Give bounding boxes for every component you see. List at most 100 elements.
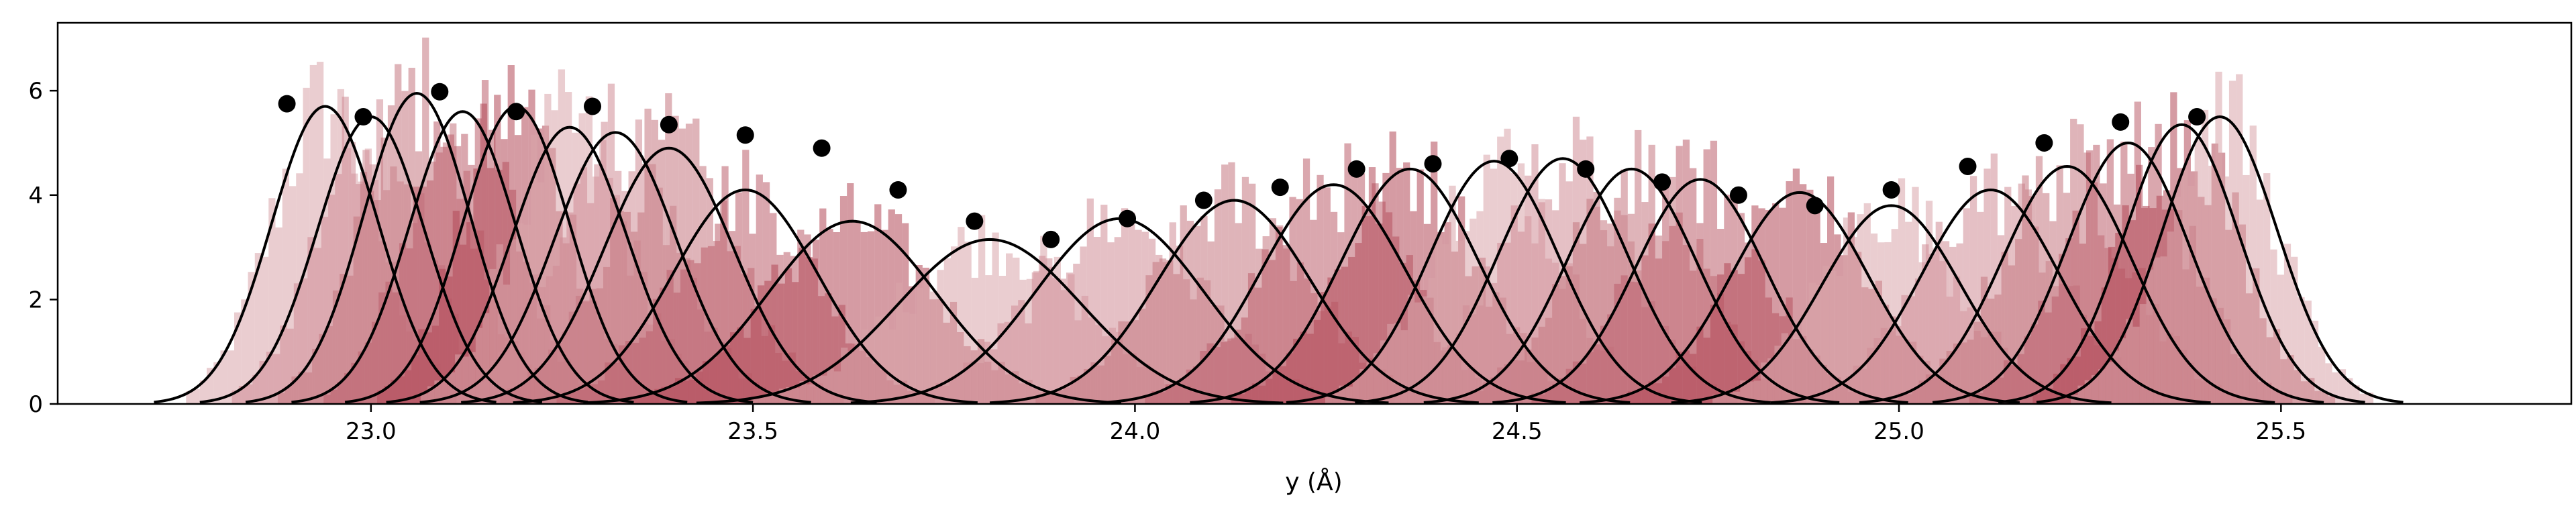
histogram-bar bbox=[462, 356, 469, 404]
histogram-bar bbox=[1403, 162, 1410, 404]
histogram-bar bbox=[1949, 246, 1957, 404]
histogram-bar bbox=[1431, 141, 1438, 404]
data-point bbox=[966, 212, 984, 230]
histogram-bar bbox=[532, 274, 539, 404]
histogram-bar bbox=[1580, 244, 1587, 404]
histogram-bar bbox=[2094, 321, 2102, 404]
histogram-bar bbox=[307, 237, 315, 404]
histogram-bar bbox=[2243, 174, 2250, 404]
histogram-bar bbox=[970, 361, 977, 404]
histogram-bar bbox=[455, 354, 462, 404]
histogram-bar bbox=[193, 389, 200, 404]
histogram-bar bbox=[2022, 175, 2029, 404]
histogram-bar bbox=[1983, 386, 1990, 404]
histogram-bar bbox=[764, 280, 772, 404]
histogram-bar bbox=[2208, 165, 2216, 404]
histogram-bar bbox=[1946, 350, 1953, 404]
scatter-points-layer bbox=[278, 83, 2206, 248]
histogram-bar bbox=[841, 348, 848, 404]
histogram-bar bbox=[2067, 358, 2074, 404]
histogram-bar bbox=[1345, 387, 1353, 404]
histogram-bar bbox=[301, 278, 308, 404]
histogram-bar bbox=[812, 240, 820, 404]
histogram-bar bbox=[2256, 199, 2264, 404]
histogram-bar bbox=[1905, 394, 1912, 404]
histogram-bar bbox=[826, 229, 833, 404]
histogram-bar bbox=[466, 222, 474, 404]
histogram-bar bbox=[1470, 390, 1477, 404]
histogram-bar bbox=[1843, 217, 1851, 404]
y-axis: 0 2 4 6 bbox=[28, 78, 58, 418]
histogram-bar bbox=[427, 386, 435, 404]
histogram-bar bbox=[2051, 296, 2059, 404]
histogram-bar bbox=[964, 242, 972, 404]
histogram-bar bbox=[413, 187, 420, 404]
histogram-bar bbox=[511, 343, 519, 404]
histogram-bar bbox=[1525, 175, 1532, 404]
histogram-bar bbox=[1635, 130, 1642, 404]
histogram-bar bbox=[1192, 366, 1200, 404]
histogram-bar bbox=[1421, 296, 1429, 404]
histogram-bar bbox=[1476, 305, 1484, 404]
histogram-bar bbox=[353, 216, 360, 404]
histogram-bar bbox=[1476, 391, 1484, 404]
histogram-bar bbox=[778, 283, 785, 404]
histogram-bar bbox=[1980, 276, 1988, 404]
histogram-bar bbox=[660, 287, 667, 404]
histogram-bar bbox=[1565, 266, 1573, 404]
histogram-bar bbox=[1925, 374, 1933, 404]
histogram-bar bbox=[2311, 320, 2319, 404]
histogram-bar bbox=[1994, 294, 2002, 404]
histogram-bar bbox=[1245, 389, 1252, 404]
gaussian-fit-line bbox=[1286, 160, 1702, 404]
histogram-bar bbox=[1334, 269, 1341, 404]
histogram-bar bbox=[1166, 260, 1174, 404]
x-axis: 23.0 23.5 24.0 24.5 25.0 25.5 bbox=[346, 404, 2306, 445]
histogram-bar bbox=[573, 183, 580, 404]
histogram-bar bbox=[266, 352, 274, 404]
histogram-bar bbox=[560, 237, 567, 404]
data-point bbox=[2112, 113, 2130, 131]
histogram-bar bbox=[2088, 336, 2095, 404]
histogram-bar bbox=[1435, 237, 1443, 404]
histogram-bar bbox=[2079, 244, 2086, 404]
histogram-bar bbox=[2059, 254, 2066, 404]
histogram-bar bbox=[1662, 187, 1669, 404]
histogram-bar bbox=[321, 217, 329, 404]
histogram-bar bbox=[1662, 376, 1669, 404]
histogram-bar bbox=[1073, 263, 1080, 404]
histogram-bar bbox=[692, 118, 700, 404]
histogram-bar bbox=[1241, 317, 1248, 404]
histogram-bar bbox=[2085, 150, 2094, 404]
histogram-bar bbox=[935, 383, 943, 404]
histogram-bar bbox=[1407, 295, 1415, 404]
histogram-bar bbox=[1963, 208, 1970, 404]
histogram-bar bbox=[1829, 270, 1837, 404]
histogram-bar bbox=[1745, 257, 1752, 404]
histogram-bar bbox=[1100, 205, 1108, 404]
histogram-bar bbox=[1049, 391, 1057, 404]
histogram-bar bbox=[2077, 385, 2085, 404]
histogram-bar bbox=[2008, 265, 2016, 404]
histogram-bar bbox=[860, 232, 868, 404]
histogram-bar bbox=[2001, 252, 2008, 404]
histogram-bar bbox=[1172, 380, 1180, 404]
histogram-bar bbox=[2101, 287, 2109, 404]
histogram-bar bbox=[1912, 388, 1919, 404]
histogram-bar bbox=[325, 326, 333, 404]
histogram-bar bbox=[1607, 223, 1614, 404]
x-tick-label: 24.5 bbox=[1492, 418, 1543, 445]
histogram-bar bbox=[342, 97, 349, 404]
gaussian-fit-line bbox=[2036, 115, 2404, 404]
histogram-bar bbox=[552, 266, 560, 404]
histogram-bar bbox=[854, 338, 862, 404]
histogram-bar bbox=[1152, 262, 1160, 404]
histogram-bar bbox=[2031, 324, 2039, 404]
histogram-bar bbox=[632, 342, 639, 404]
histogram-bar bbox=[716, 352, 723, 404]
histogram-bar bbox=[1942, 241, 1950, 404]
histogram-bar bbox=[596, 288, 603, 404]
histogram-bar bbox=[1669, 225, 1676, 404]
histogram-bar bbox=[1416, 169, 1424, 404]
histogram-bar bbox=[2035, 156, 2043, 404]
